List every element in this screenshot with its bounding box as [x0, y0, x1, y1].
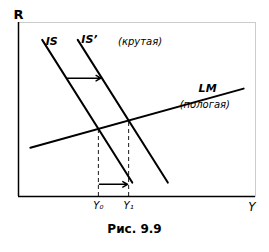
svg-text:R: R — [13, 7, 23, 22]
svg-text:LM: LM — [199, 82, 217, 95]
svg-text:(крутая): (крутая) — [118, 36, 162, 47]
svg-text:IS’: IS’ — [81, 33, 97, 46]
svg-text:Y₁: Y₁ — [124, 200, 134, 211]
svg-text:Y: Y — [248, 200, 257, 214]
svg-text:Y₀: Y₀ — [93, 200, 103, 211]
svg-text:IS: IS — [46, 35, 58, 48]
svg-text:(пологая): (пологая) — [180, 99, 230, 110]
html-text:Рис. 9.9: Рис. 9.9 — [107, 222, 162, 236]
